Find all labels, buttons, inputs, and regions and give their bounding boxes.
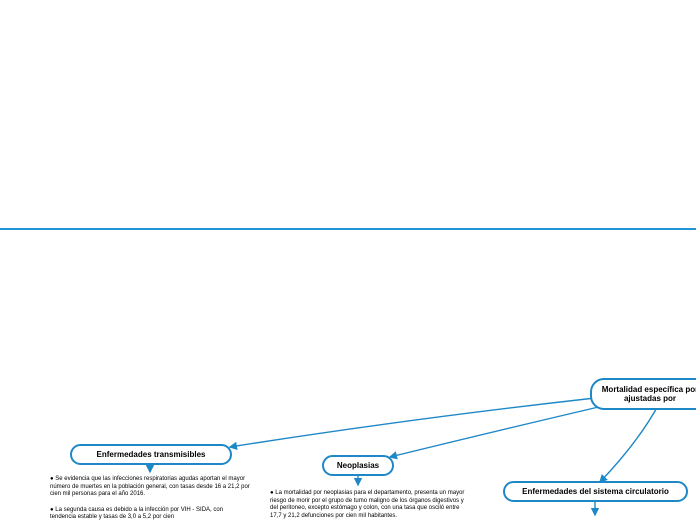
n2-bullet1: ● La mortalidad por neoplasias para el d… [270, 490, 465, 520]
node2-label: Neoplasias [337, 461, 379, 470]
text-neoplasias: ● La mortalidad por neoplasias para el d… [270, 490, 465, 520]
node-neoplasias: Neoplasias [322, 455, 394, 476]
root-label-line2: ajustadas por [624, 394, 676, 403]
node3-label: Enfermedades del sistema circulatorio [522, 487, 669, 496]
node-enfermedades-circulatorio: Enfermedades del sistema circulatorio [503, 481, 688, 502]
node-enfermedades-transmisibles: Enfermedades transmisibles [70, 444, 232, 465]
n1-bullet1: ● Se evidencia que las infecciones respi… [50, 476, 250, 499]
text-transmisibles: ● Se evidencia que las infecciones respi… [50, 476, 250, 520]
root-node: Mortalidad específica por ajustadas por [590, 378, 696, 410]
connector-lines [0, 0, 696, 520]
node1-label: Enfermedades transmisibles [97, 450, 206, 459]
n1-bullet2: ● La segunda causa es debido a la infecc… [50, 507, 250, 520]
root-label-line1: Mortalidad específica por [602, 385, 696, 394]
horizontal-divider [0, 228, 696, 230]
